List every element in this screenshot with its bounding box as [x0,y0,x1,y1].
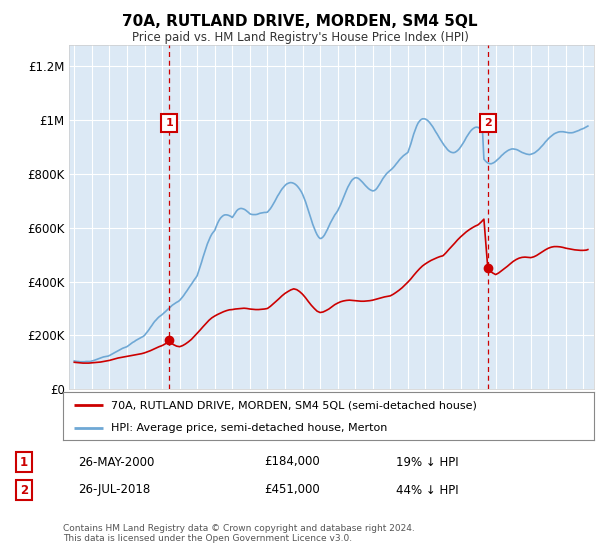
Text: £184,000: £184,000 [264,455,320,469]
Text: 2: 2 [20,483,28,497]
Text: 19% ↓ HPI: 19% ↓ HPI [396,455,458,469]
Text: 26-MAY-2000: 26-MAY-2000 [78,455,154,469]
Text: 70A, RUTLAND DRIVE, MORDEN, SM4 5QL: 70A, RUTLAND DRIVE, MORDEN, SM4 5QL [122,14,478,29]
Text: 2: 2 [484,118,491,128]
Text: £451,000: £451,000 [264,483,320,497]
Text: 1: 1 [165,118,173,128]
Text: 70A, RUTLAND DRIVE, MORDEN, SM4 5QL (semi-detached house): 70A, RUTLAND DRIVE, MORDEN, SM4 5QL (sem… [111,400,476,410]
Text: 1: 1 [20,455,28,469]
Text: HPI: Average price, semi-detached house, Merton: HPI: Average price, semi-detached house,… [111,423,387,433]
Text: 26-JUL-2018: 26-JUL-2018 [78,483,150,497]
Text: Contains HM Land Registry data © Crown copyright and database right 2024.
This d: Contains HM Land Registry data © Crown c… [63,524,415,543]
Text: 44% ↓ HPI: 44% ↓ HPI [396,483,458,497]
Text: Price paid vs. HM Land Registry's House Price Index (HPI): Price paid vs. HM Land Registry's House … [131,31,469,44]
